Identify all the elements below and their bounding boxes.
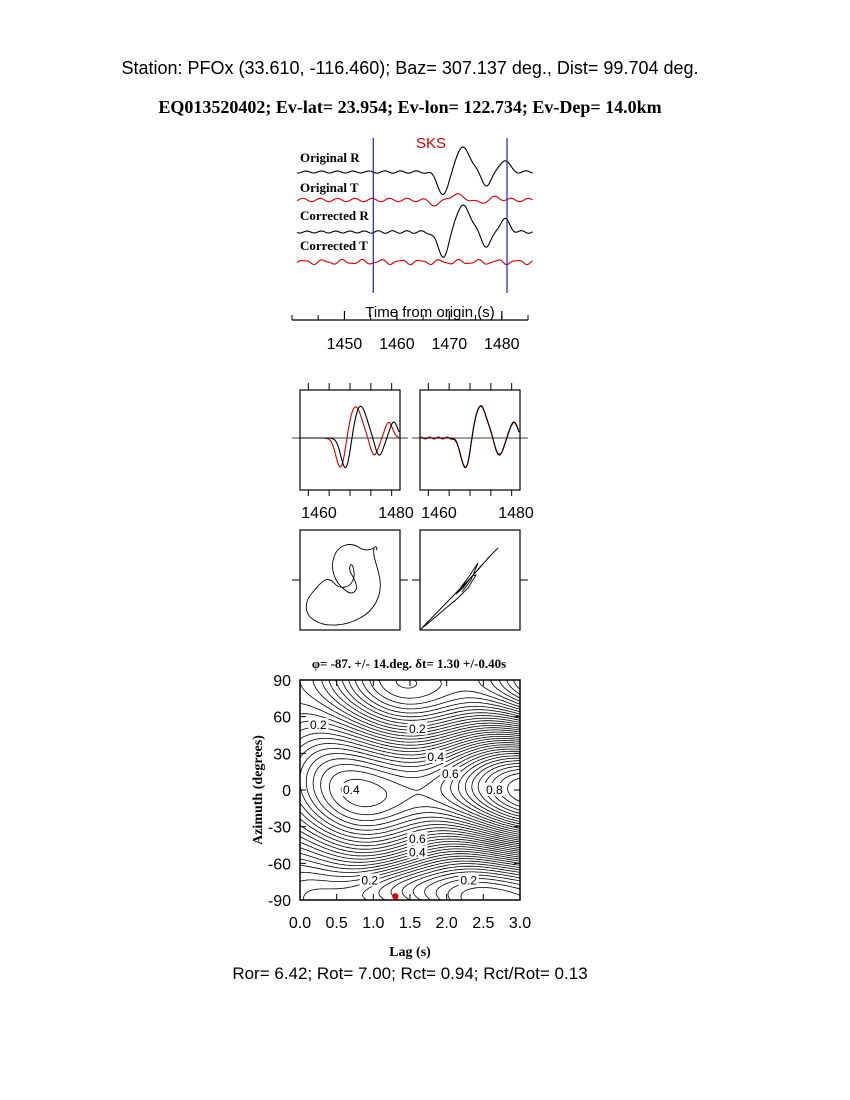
contour-line [305, 742, 521, 837]
contour-line [320, 746, 521, 833]
lag-tick-label: 0.0 [289, 915, 311, 932]
azimuth-tick-label: -30 [268, 820, 291, 837]
contour-line [299, 703, 521, 860]
contour-label-bg [407, 831, 428, 845]
contour-line [361, 679, 521, 901]
contour-label-bg [484, 783, 505, 796]
contour-value-label: 0.4 [427, 750, 444, 764]
contour-value-label: 0.4 [409, 845, 426, 859]
azimuth-tick-label: 0 [282, 783, 291, 800]
contour-label-bg [341, 783, 362, 796]
cmp-transverse-trace [420, 405, 520, 468]
cmp-transverse-trace [300, 406, 400, 468]
time-tick-label: 1480 [484, 336, 520, 353]
trace-label-corrected-t: Corrected T [300, 238, 368, 253]
station-info-line: Station: PFOx (33.610, -116.460); Baz= 3… [121, 58, 699, 78]
lag-tick-label: 3.0 [509, 915, 531, 932]
contour-line [395, 679, 521, 901]
contour-line [312, 744, 521, 835]
cmp-right-tick-1480: 1480 [498, 505, 534, 522]
cmp-left-tick-1460: 1460 [301, 505, 337, 522]
trace-label-corrected-r: Corrected R [300, 208, 369, 223]
contour-line [299, 736, 521, 843]
lag-tick-label: 0.5 [326, 915, 348, 932]
azimuth-tick-label: 90 [273, 673, 291, 690]
contour-label-bg [440, 767, 461, 781]
contour-title: φ= -87. +/- 14.deg. δt= 1.30 +/-0.40s [312, 656, 506, 671]
contour-value-label: 0.8 [486, 783, 503, 797]
time-axis-label: Time from origin (s) [365, 304, 494, 321]
particle-frame-left [299, 529, 401, 631]
contour-line [299, 732, 521, 847]
contour-label-bg [407, 721, 428, 735]
contour-panel: φ= -87. +/- 14.deg. δt= 1.30 +/-0.40s 0.… [251, 656, 531, 960]
cmp-left-tick-1480: 1480 [378, 505, 414, 522]
time-tick-label: 1460 [379, 336, 415, 353]
event-info-line: EQ013520402; Ev-lat= 23.954; Ev-lon= 122… [158, 97, 662, 117]
contour-value-label: 0.6 [409, 832, 426, 846]
contour-line [329, 748, 521, 831]
comparison-frame-left [299, 389, 401, 491]
trace-corrected-r [370, 204, 533, 258]
contour-line [354, 679, 521, 901]
lag-tick-label: 2.5 [472, 915, 494, 932]
azimuth-tick-label: -60 [268, 856, 291, 873]
particle-motion-corrected [420, 547, 499, 630]
contour-line [299, 713, 521, 857]
contour-line [450, 753, 521, 827]
contour-value-label: 0.2 [310, 718, 327, 732]
ratios-line: Ror= 6.42; Rot= 7.00; Rct= 0.94; Rct/Rot… [232, 964, 588, 983]
particle-motion-original [305, 544, 381, 626]
contour-line [464, 757, 521, 822]
cmp-radial-trace [420, 405, 520, 469]
trace-label-original-t: Original T [300, 180, 359, 195]
contour-value-label: 0.6 [442, 767, 459, 781]
time-tick-label: 1470 [432, 336, 468, 353]
cmp-radial-trace [300, 405, 400, 469]
contour-line [477, 762, 521, 817]
azimuth-tick-label: 60 [273, 710, 291, 727]
contour-line [378, 679, 521, 901]
cmp-right-tick-1460: 1460 [421, 505, 457, 522]
contour-line [471, 760, 521, 820]
contour-label-bg [308, 718, 329, 732]
azimuth-tick-label: 30 [273, 746, 291, 763]
contour-value-label: 0.2 [361, 873, 378, 887]
lag-axis-label: Lag (s) [389, 945, 431, 960]
time-tick-label: 1450 [327, 336, 363, 353]
trace-original-t [296, 193, 533, 207]
lag-tick-label: 2.0 [436, 915, 458, 932]
phase-label: SKS [416, 135, 446, 152]
lag-tick-label: 1.0 [362, 915, 384, 932]
best-fit-marker [392, 893, 399, 900]
trace-corrected-t [296, 258, 533, 266]
trace-label-original-r: Original R [300, 150, 360, 165]
contour-value-label: 0.4 [343, 783, 360, 797]
contour-label-bg [458, 873, 479, 887]
azimuth-axis-label: Azimuth (degrees) [251, 735, 266, 845]
contour-label-bg [407, 845, 428, 859]
comparison-panels: 1460 1480 1460 1480 [292, 383, 534, 522]
contour-value-label: 0.2 [460, 873, 477, 887]
trace-original-r [370, 146, 533, 196]
trace-corrected-r-pre [297, 230, 371, 234]
contour-label-bg [425, 750, 446, 763]
contour-line [507, 777, 521, 802]
azimuth-tick-label: -90 [268, 893, 291, 910]
contour-line [299, 679, 521, 882]
comparison-frame-right [419, 389, 521, 491]
lag-tick-label: 1.5 [399, 915, 421, 932]
particle-motion-panels [292, 529, 528, 631]
contour-line [458, 755, 521, 825]
waveform-panel: SKS Original R Original T Corrected R Co… [291, 135, 533, 353]
contour-label-bg [359, 873, 380, 887]
contour-line [369, 679, 521, 901]
contour-value-label: 0.2 [409, 722, 426, 736]
trace-original-r-pre [297, 170, 371, 174]
